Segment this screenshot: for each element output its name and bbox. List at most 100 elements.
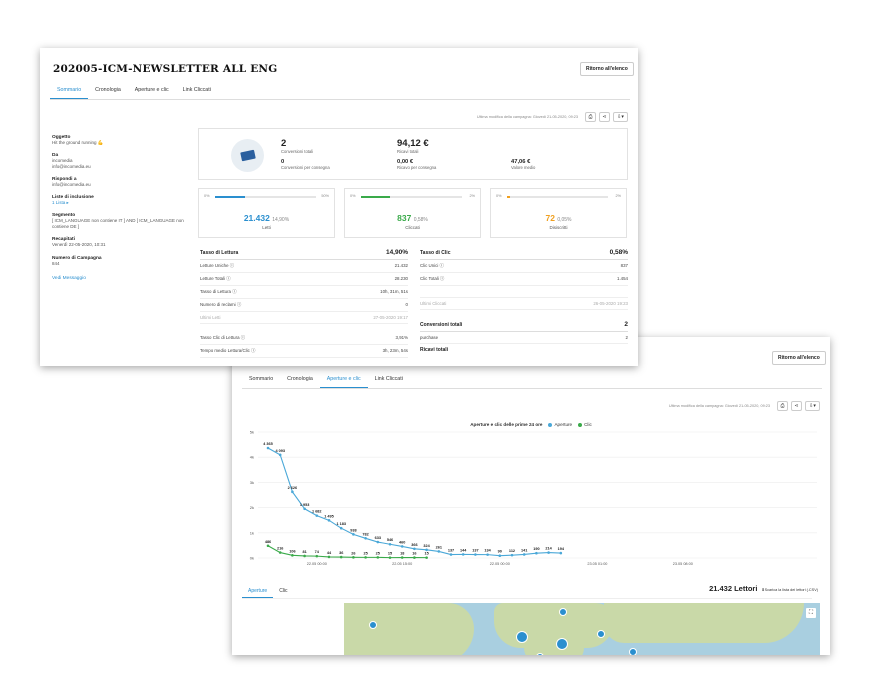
download-icon[interactable]: ⇩▾ (805, 401, 820, 411)
tab-summary[interactable]: Sommario (50, 83, 89, 99)
data-point[interactable] (413, 547, 416, 551)
print-icon[interactable]: ⎙ (585, 112, 596, 122)
data-label: 74 (315, 550, 320, 554)
data-point[interactable] (315, 554, 319, 558)
map-marker[interactable] (536, 653, 544, 655)
download-readers-link[interactable]: ⬇Scarica la lista dei lettori (.CSV) (761, 588, 818, 592)
data-point[interactable] (266, 544, 270, 548)
map-marker[interactable] (369, 621, 377, 629)
data-point[interactable] (278, 551, 282, 554)
data-point[interactable] (291, 554, 294, 557)
readers-summary: 21.432 Lettori ⬇Scarica la lista dei let… (709, 584, 818, 593)
data-point[interactable] (339, 555, 343, 559)
data-point[interactable] (486, 553, 489, 556)
data-point[interactable] (315, 514, 319, 517)
data-point[interactable] (266, 446, 270, 450)
tab-map-clicks[interactable]: Clic (279, 588, 288, 594)
info-value: Venerdì 22-05-2020, 10:31 (52, 242, 106, 248)
data-point[interactable] (327, 555, 331, 559)
data-point[interactable] (498, 554, 502, 558)
data-label: 137 (448, 549, 454, 553)
y-tick-label: 5k (250, 430, 254, 435)
conv-total-value: 2 (624, 321, 628, 328)
data-point[interactable] (303, 554, 306, 558)
data-label: 2 626 (288, 486, 298, 490)
legend-item-clicks[interactable]: Clic (578, 422, 592, 427)
data-point[interactable] (400, 545, 404, 548)
data-point[interactable] (425, 548, 428, 552)
print-icon[interactable]: ⎙ (777, 401, 788, 411)
data-point[interactable] (376, 556, 380, 559)
x-tick-label: 22.05 00:00 (307, 562, 327, 566)
data-point[interactable] (388, 556, 392, 559)
data-point[interactable] (522, 553, 526, 556)
data-label: 106 (289, 549, 295, 553)
data-point[interactable] (388, 542, 392, 546)
row-label: Ultimi Letti (200, 315, 221, 320)
legend-item-opens[interactable]: Aperture (548, 422, 572, 427)
data-point[interactable] (291, 490, 294, 494)
tab-history[interactable]: Cronologia (95, 87, 121, 93)
data-label: 546 (387, 538, 393, 542)
chart-title: Aperture e clic delle prime 24 ore (470, 422, 543, 427)
data-point[interactable] (535, 551, 538, 555)
data-point[interactable] (461, 553, 465, 556)
data-point[interactable] (559, 551, 563, 555)
data-point[interactable] (400, 556, 404, 559)
data-point[interactable] (413, 556, 416, 559)
map-marker[interactable] (597, 630, 605, 638)
data-point[interactable] (474, 553, 477, 556)
data-point[interactable] (352, 533, 355, 536)
tab-opens-clicks-2[interactable]: Aperture e clic (319, 372, 368, 388)
data-point[interactable] (352, 556, 355, 559)
back-to-list-button[interactable]: Ritorno all'elenco (580, 62, 634, 76)
data-point[interactable] (303, 507, 306, 511)
tab-clicked-links[interactable]: Link Cliccati (182, 87, 211, 93)
rev-per-delivery-value: 0,00 € (397, 159, 414, 165)
share-icon[interactable]: ⋖ (791, 401, 802, 411)
rev-per-delivery-label: Ricavo per consegna (397, 165, 437, 170)
tab-map-opens[interactable]: Aperture (242, 585, 274, 598)
data-label: 141 (521, 548, 527, 552)
share-icon[interactable]: ⋖ (599, 112, 610, 122)
tab-clicked-links-2[interactable]: Link Cliccati (374, 376, 403, 382)
view-message-link[interactable]: Vedi Messaggio (52, 275, 86, 281)
x-tick-label: 22.05 15:00 (392, 562, 412, 566)
row-label: Tempo medio Lettura/Clic ⓘ (200, 348, 256, 353)
info-value[interactable]: 1 Lista ▸ (52, 200, 69, 206)
data-point[interactable] (364, 536, 367, 540)
info-value: info@incomedia.eu (52, 182, 91, 188)
stat-label: Disiscritti (549, 225, 568, 230)
download-icon[interactable]: ⇩▾ (613, 112, 628, 122)
conv-per-delivery-value: 0 (281, 159, 285, 165)
data-point[interactable] (449, 553, 453, 556)
row-label: Letture Uniche ⓘ (200, 263, 235, 268)
data-point[interactable] (364, 556, 367, 559)
data-point[interactable] (278, 453, 282, 457)
map-marker[interactable] (559, 608, 567, 616)
data-point[interactable] (376, 540, 380, 544)
info-value: incomedia (52, 158, 73, 164)
data-point[interactable] (437, 550, 441, 553)
y-tick-label: 0k (250, 556, 254, 561)
data-point[interactable] (327, 519, 331, 522)
toolbar-2: Ultima modifica della campagna: Giovedì … (669, 401, 820, 411)
info-value: [ ICM_LANGUAGE non contiene IT ] AND [ I… (52, 218, 184, 224)
data-point[interactable] (339, 526, 343, 530)
fullscreen-icon[interactable]: ⛶ (806, 608, 816, 618)
data-point[interactable] (510, 553, 514, 557)
opens-clicks-window: Ritorno all'elenco Sommario Cronologia A… (232, 337, 830, 655)
info-label: Recapitati (52, 237, 75, 243)
opens-clicks-chart: 0k 1k 2k 3k 4k 5k 22.05 00:00 22.05 15:00 22.05 … (250, 430, 817, 566)
readers-map[interactable]: ⛶ (344, 603, 820, 655)
stat-label: Cliccati (405, 225, 420, 230)
tab-summary-2[interactable]: Sommario (249, 376, 274, 382)
back-to-list-button-2[interactable]: Ritorno all'elenco (772, 351, 826, 365)
map-marker[interactable] (556, 638, 568, 650)
data-point[interactable] (547, 551, 550, 554)
map-marker[interactable] (629, 648, 637, 655)
map-marker[interactable] (516, 631, 528, 643)
tab-opens-clicks[interactable]: Aperture e clic (134, 87, 169, 93)
data-point[interactable] (425, 556, 428, 559)
tab-history-2[interactable]: Cronologia (287, 376, 313, 382)
